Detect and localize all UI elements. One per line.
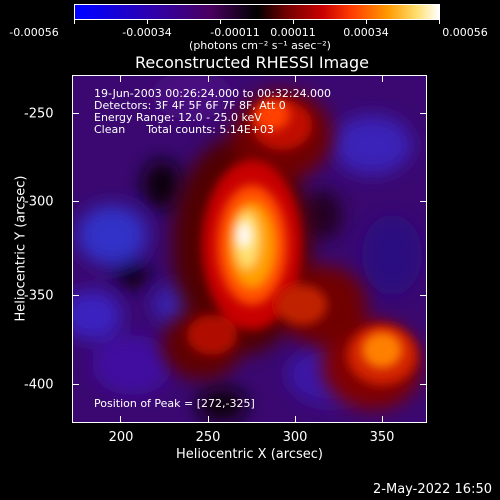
colorbar-tick-label: 0.00034: [343, 26, 389, 39]
x-tick-label: 200: [108, 430, 134, 445]
colorbar-tick-label: -0.00011: [210, 26, 260, 39]
y-tick: [420, 113, 427, 114]
image-map-svg: [72, 75, 422, 423]
colorbar-tick: [220, 20, 221, 24]
y-tick-label: -250: [24, 106, 54, 122]
x-tick: [382, 416, 383, 423]
x-tick-label: 250: [195, 430, 221, 445]
x-tick-label: 300: [282, 430, 308, 445]
x-axis-title: Heliocentric X (arcsec): [176, 447, 323, 462]
clean-counts-text: Clean Total counts: 5.14E+03: [94, 123, 275, 136]
y-tick-label: -400: [24, 377, 54, 393]
x-tick: [295, 416, 296, 423]
x-tick: [208, 416, 209, 423]
x-tick-label: 350: [369, 430, 395, 445]
emission-core: [217, 100, 402, 368]
x-tick: [382, 75, 383, 82]
y-tick: [72, 295, 79, 296]
y-tick-label: -300: [24, 194, 54, 210]
timestamp: 2-May-2022 16:50: [373, 482, 492, 497]
time-range-text: 19-Jun-2003 00:26:24.000 to 00:32:24.000: [94, 87, 332, 100]
peak-position-text: Position of Peak = [272,-325]: [94, 397, 255, 410]
y-tick: [72, 201, 79, 202]
colorbar-tick: [439, 20, 440, 24]
colorbar-tick: [147, 20, 148, 24]
image-title: Reconstructed RHESSI Image: [135, 53, 369, 72]
colorbar-tick-label: -0.00056: [9, 26, 59, 39]
colorbar-tick: [293, 20, 294, 24]
detectors-text: Detectors: 3F 4F 5F 6F 7F 8F, Att 0: [94, 99, 286, 112]
y-tick: [72, 113, 79, 114]
rhessi-image: [72, 75, 427, 423]
colorbar: [74, 4, 440, 20]
colorbar-tick-label: -0.00034: [122, 26, 172, 39]
colorbar-tick-label: 0.00056: [442, 26, 488, 39]
colorbar-tick: [366, 20, 367, 24]
y-tick: [420, 384, 427, 385]
y-tick: [72, 384, 79, 385]
y-tick: [420, 295, 427, 296]
x-tick: [120, 416, 121, 423]
x-tick: [208, 75, 209, 82]
y-axis-title: Heliocentric Y (arcsec): [13, 175, 29, 322]
colorbar-tick: [74, 20, 75, 24]
x-tick: [120, 75, 121, 82]
y-tick: [420, 201, 427, 202]
energy-range-text: Energy Range: 12.0 - 25.0 keV: [94, 111, 262, 124]
y-tick-label: -350: [24, 288, 54, 304]
colorbar-units: (photons cm⁻² s⁻¹ asec⁻²): [189, 39, 331, 52]
colorbar-tick-label: 0.00011: [270, 26, 316, 39]
x-tick: [295, 75, 296, 82]
